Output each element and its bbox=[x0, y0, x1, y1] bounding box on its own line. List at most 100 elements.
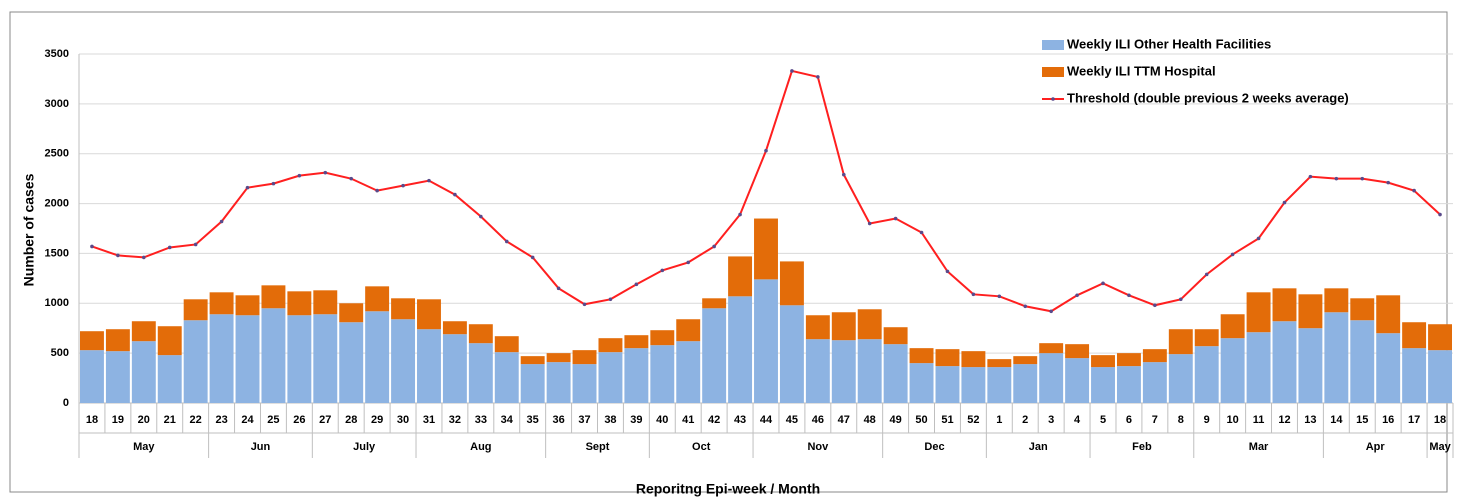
x-tick-label: 47 bbox=[838, 414, 850, 426]
x-tick-label: 18 bbox=[1434, 414, 1446, 426]
bar bbox=[805, 339, 830, 403]
bar bbox=[1116, 366, 1141, 403]
month-label: Jun bbox=[251, 441, 271, 453]
bar bbox=[987, 367, 1012, 403]
line-marker bbox=[1204, 272, 1209, 277]
x-tick-label: 33 bbox=[475, 414, 487, 426]
bar bbox=[1013, 364, 1038, 403]
x-tick-label: 39 bbox=[630, 414, 642, 426]
line-marker bbox=[323, 170, 328, 175]
line-marker bbox=[686, 260, 691, 265]
y-tick-label: 1000 bbox=[45, 297, 69, 309]
bar bbox=[728, 256, 753, 297]
bar bbox=[494, 336, 519, 353]
x-axis-title: Reporitng Epi-week / Month bbox=[636, 481, 820, 497]
bar bbox=[1376, 333, 1401, 403]
legend-marker bbox=[1051, 97, 1055, 101]
x-tick-label: 14 bbox=[1330, 414, 1343, 426]
legend-swatch bbox=[1042, 40, 1064, 50]
x-tick-label: 29 bbox=[371, 414, 383, 426]
bar bbox=[1091, 367, 1115, 403]
bar bbox=[572, 350, 597, 365]
bar bbox=[1194, 329, 1219, 347]
line-marker bbox=[1230, 252, 1235, 257]
x-tick-label: 26 bbox=[293, 414, 305, 426]
line-marker bbox=[608, 297, 613, 302]
line-marker bbox=[1023, 304, 1028, 309]
x-tick-label: 30 bbox=[397, 414, 409, 426]
line-marker bbox=[193, 242, 198, 247]
line-marker bbox=[1360, 176, 1365, 181]
x-tick-label: 51 bbox=[941, 414, 953, 426]
x-tick-label: 2 bbox=[1022, 414, 1028, 426]
bar bbox=[1091, 355, 1115, 368]
x-tick-label: 46 bbox=[812, 414, 824, 426]
bar bbox=[417, 329, 441, 403]
y-tick-label: 3000 bbox=[45, 98, 69, 110]
line-marker bbox=[582, 302, 587, 307]
line-marker bbox=[245, 185, 250, 190]
line-marker bbox=[712, 244, 716, 249]
bar bbox=[676, 341, 701, 403]
bar bbox=[1168, 329, 1193, 355]
bar bbox=[1013, 356, 1038, 365]
bar bbox=[624, 348, 649, 403]
bar bbox=[1246, 332, 1271, 403]
x-tick-label: 52 bbox=[967, 414, 979, 426]
bar bbox=[157, 355, 182, 403]
line-marker bbox=[1256, 236, 1261, 241]
line-marker bbox=[479, 214, 483, 219]
month-label: May bbox=[1429, 441, 1451, 453]
legend-swatch bbox=[1042, 67, 1064, 77]
bar bbox=[131, 341, 156, 403]
line-marker bbox=[401, 183, 405, 188]
x-tick-label: 32 bbox=[449, 414, 461, 426]
y-tick-label: 2000 bbox=[45, 197, 69, 209]
bar bbox=[1065, 344, 1090, 359]
bar bbox=[857, 309, 882, 340]
x-tick-label: 50 bbox=[915, 414, 927, 426]
x-tick-label: 19 bbox=[112, 414, 124, 426]
x-tick-label: 7 bbox=[1152, 414, 1158, 426]
bar bbox=[209, 314, 234, 403]
x-tick-label: 41 bbox=[682, 414, 694, 426]
bar bbox=[1220, 314, 1245, 339]
line-marker bbox=[453, 192, 457, 197]
line-marker bbox=[738, 212, 742, 217]
y-tick-label: 3500 bbox=[45, 48, 69, 60]
month-label: July bbox=[353, 441, 376, 453]
bar bbox=[831, 340, 856, 403]
bar bbox=[183, 299, 208, 321]
bar bbox=[391, 319, 416, 403]
bar bbox=[442, 321, 467, 335]
line-marker bbox=[634, 282, 639, 287]
line-marker bbox=[297, 173, 302, 178]
line-marker bbox=[1127, 293, 1131, 298]
x-tick-label: 38 bbox=[604, 414, 616, 426]
bar bbox=[702, 308, 727, 403]
line-marker bbox=[1101, 281, 1105, 286]
bar bbox=[728, 296, 753, 403]
month-label: Apr bbox=[1366, 441, 1386, 453]
bar bbox=[131, 321, 156, 342]
bar bbox=[831, 312, 856, 341]
month-label: Mar bbox=[1249, 441, 1269, 453]
x-tick-label: 35 bbox=[527, 414, 539, 426]
line-marker bbox=[530, 255, 535, 260]
bar bbox=[754, 218, 778, 280]
line-marker bbox=[556, 286, 561, 291]
x-tick-label: 20 bbox=[138, 414, 150, 426]
line-marker bbox=[841, 172, 846, 177]
bar bbox=[779, 305, 804, 403]
legend-label: Weekly ILI TTM Hospital bbox=[1067, 63, 1216, 78]
line-marker bbox=[375, 188, 379, 193]
x-tick-label: 37 bbox=[578, 414, 590, 426]
bar bbox=[468, 324, 493, 344]
bar bbox=[1324, 288, 1349, 313]
bar bbox=[1039, 343, 1064, 354]
x-tick-label: 40 bbox=[656, 414, 668, 426]
x-tick-label: 9 bbox=[1204, 414, 1210, 426]
bar bbox=[1402, 322, 1427, 349]
bar bbox=[1246, 292, 1271, 333]
bar bbox=[883, 327, 908, 345]
